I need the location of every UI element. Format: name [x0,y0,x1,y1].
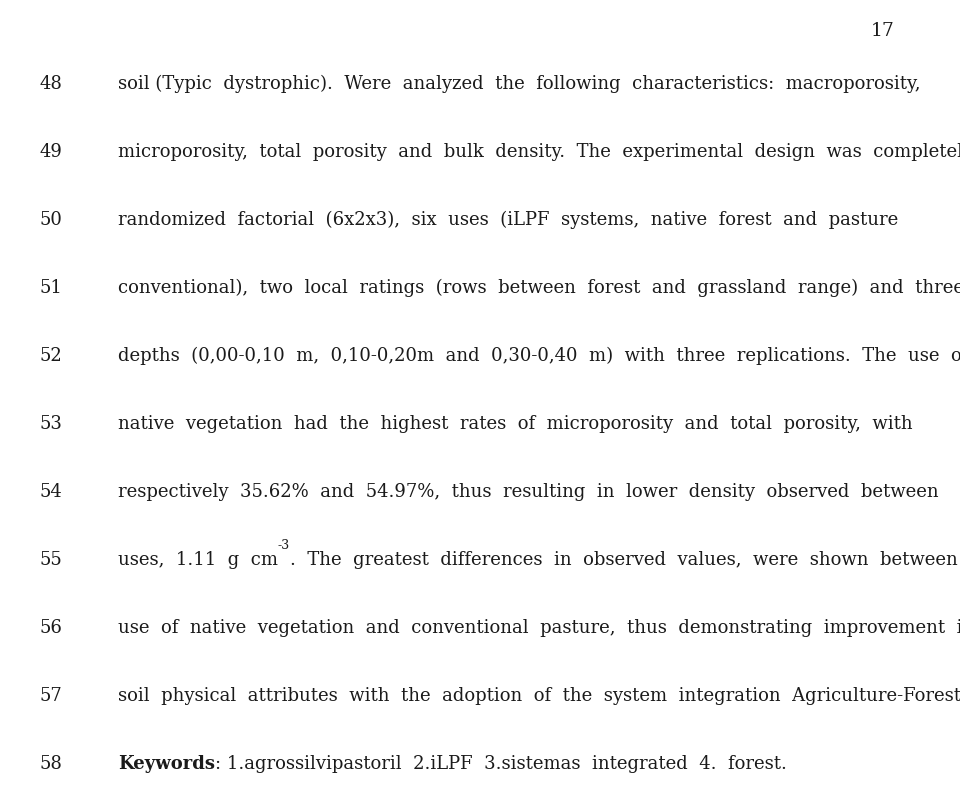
Text: 56: 56 [39,619,62,637]
Text: native  vegetation  had  the  highest  rates  of  microporosity  and  total  por: native vegetation had the highest rates … [118,415,913,433]
Text: 17: 17 [871,22,895,40]
Text: .  The  greatest  differences  in  observed  values,  were  shown  between  the: . The greatest differences in observed v… [290,551,960,569]
Text: : 1.agrossilvipastoril  2.iLPF  3.sistemas  integrated  4.  forest.: : 1.agrossilvipastoril 2.iLPF 3.sistemas… [215,755,787,773]
Text: Keywords: Keywords [118,755,215,773]
Text: uses,  1.11  g  cm: uses, 1.11 g cm [118,551,278,569]
Text: conventional),  two  local  ratings  (rows  between  forest  and  grassland  ran: conventional), two local ratings (rows b… [118,279,960,297]
Text: 54: 54 [39,483,62,501]
Text: soil  physical  attributes  with  the  adoption  of  the  system  integration  A: soil physical attributes with the adopti… [118,687,960,705]
Text: 48: 48 [39,75,62,93]
Text: 53: 53 [39,415,62,433]
Text: -3: -3 [278,539,290,552]
Text: use  of  native  vegetation  and  conventional  pasture,  thus  demonstrating  i: use of native vegetation and conventiona… [118,619,960,637]
Text: microporosity,  total  porosity  and  bulk  density.  The  experimental  design : microporosity, total porosity and bulk d… [118,143,960,161]
Text: randomized  factorial  (6x2x3),  six  uses  (iLPF  systems,  native  forest  and: randomized factorial (6x2x3), six uses (… [118,211,899,229]
Text: 52: 52 [39,347,62,365]
Text: 58: 58 [39,755,62,773]
Text: depths  (0,00-0,10  m,  0,10-0,20m  and  0,30-0,40  m)  with  three  replication: depths (0,00-0,10 m, 0,10-0,20m and 0,30… [118,347,960,365]
Text: 49: 49 [39,143,62,161]
Text: 57: 57 [39,687,62,705]
Text: 50: 50 [39,211,62,229]
Text: 55: 55 [39,551,62,569]
Text: soil (Typic  dystrophic).  Were  analyzed  the  following  characteristics:  mac: soil (Typic dystrophic). Were analyzed t… [118,75,921,93]
Text: 51: 51 [39,279,62,297]
Text: respectively  35.62%  and  54.97%,  thus  resulting  in  lower  density  observe: respectively 35.62% and 54.97%, thus res… [118,483,939,501]
